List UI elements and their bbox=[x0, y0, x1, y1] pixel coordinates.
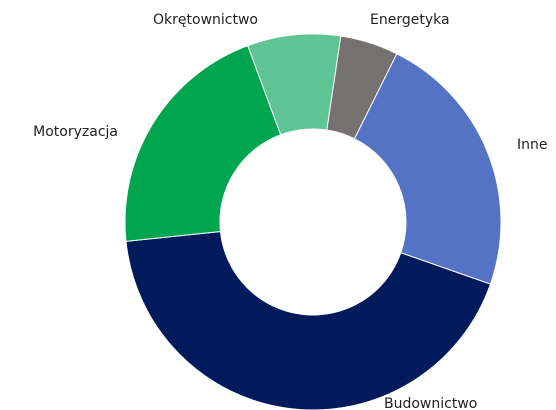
slice-label: Motoryzacja bbox=[33, 124, 118, 140]
slice-label: Budownictwo bbox=[384, 396, 477, 410]
slice-label: Okrętownictwo bbox=[153, 12, 258, 28]
slice-label: Energetyka bbox=[370, 12, 450, 28]
donut-slice bbox=[353, 53, 502, 285]
donut-slice bbox=[124, 45, 282, 242]
donut-slice bbox=[125, 231, 492, 410]
slice-label: Inne bbox=[517, 137, 548, 153]
donut-slice bbox=[247, 33, 342, 136]
